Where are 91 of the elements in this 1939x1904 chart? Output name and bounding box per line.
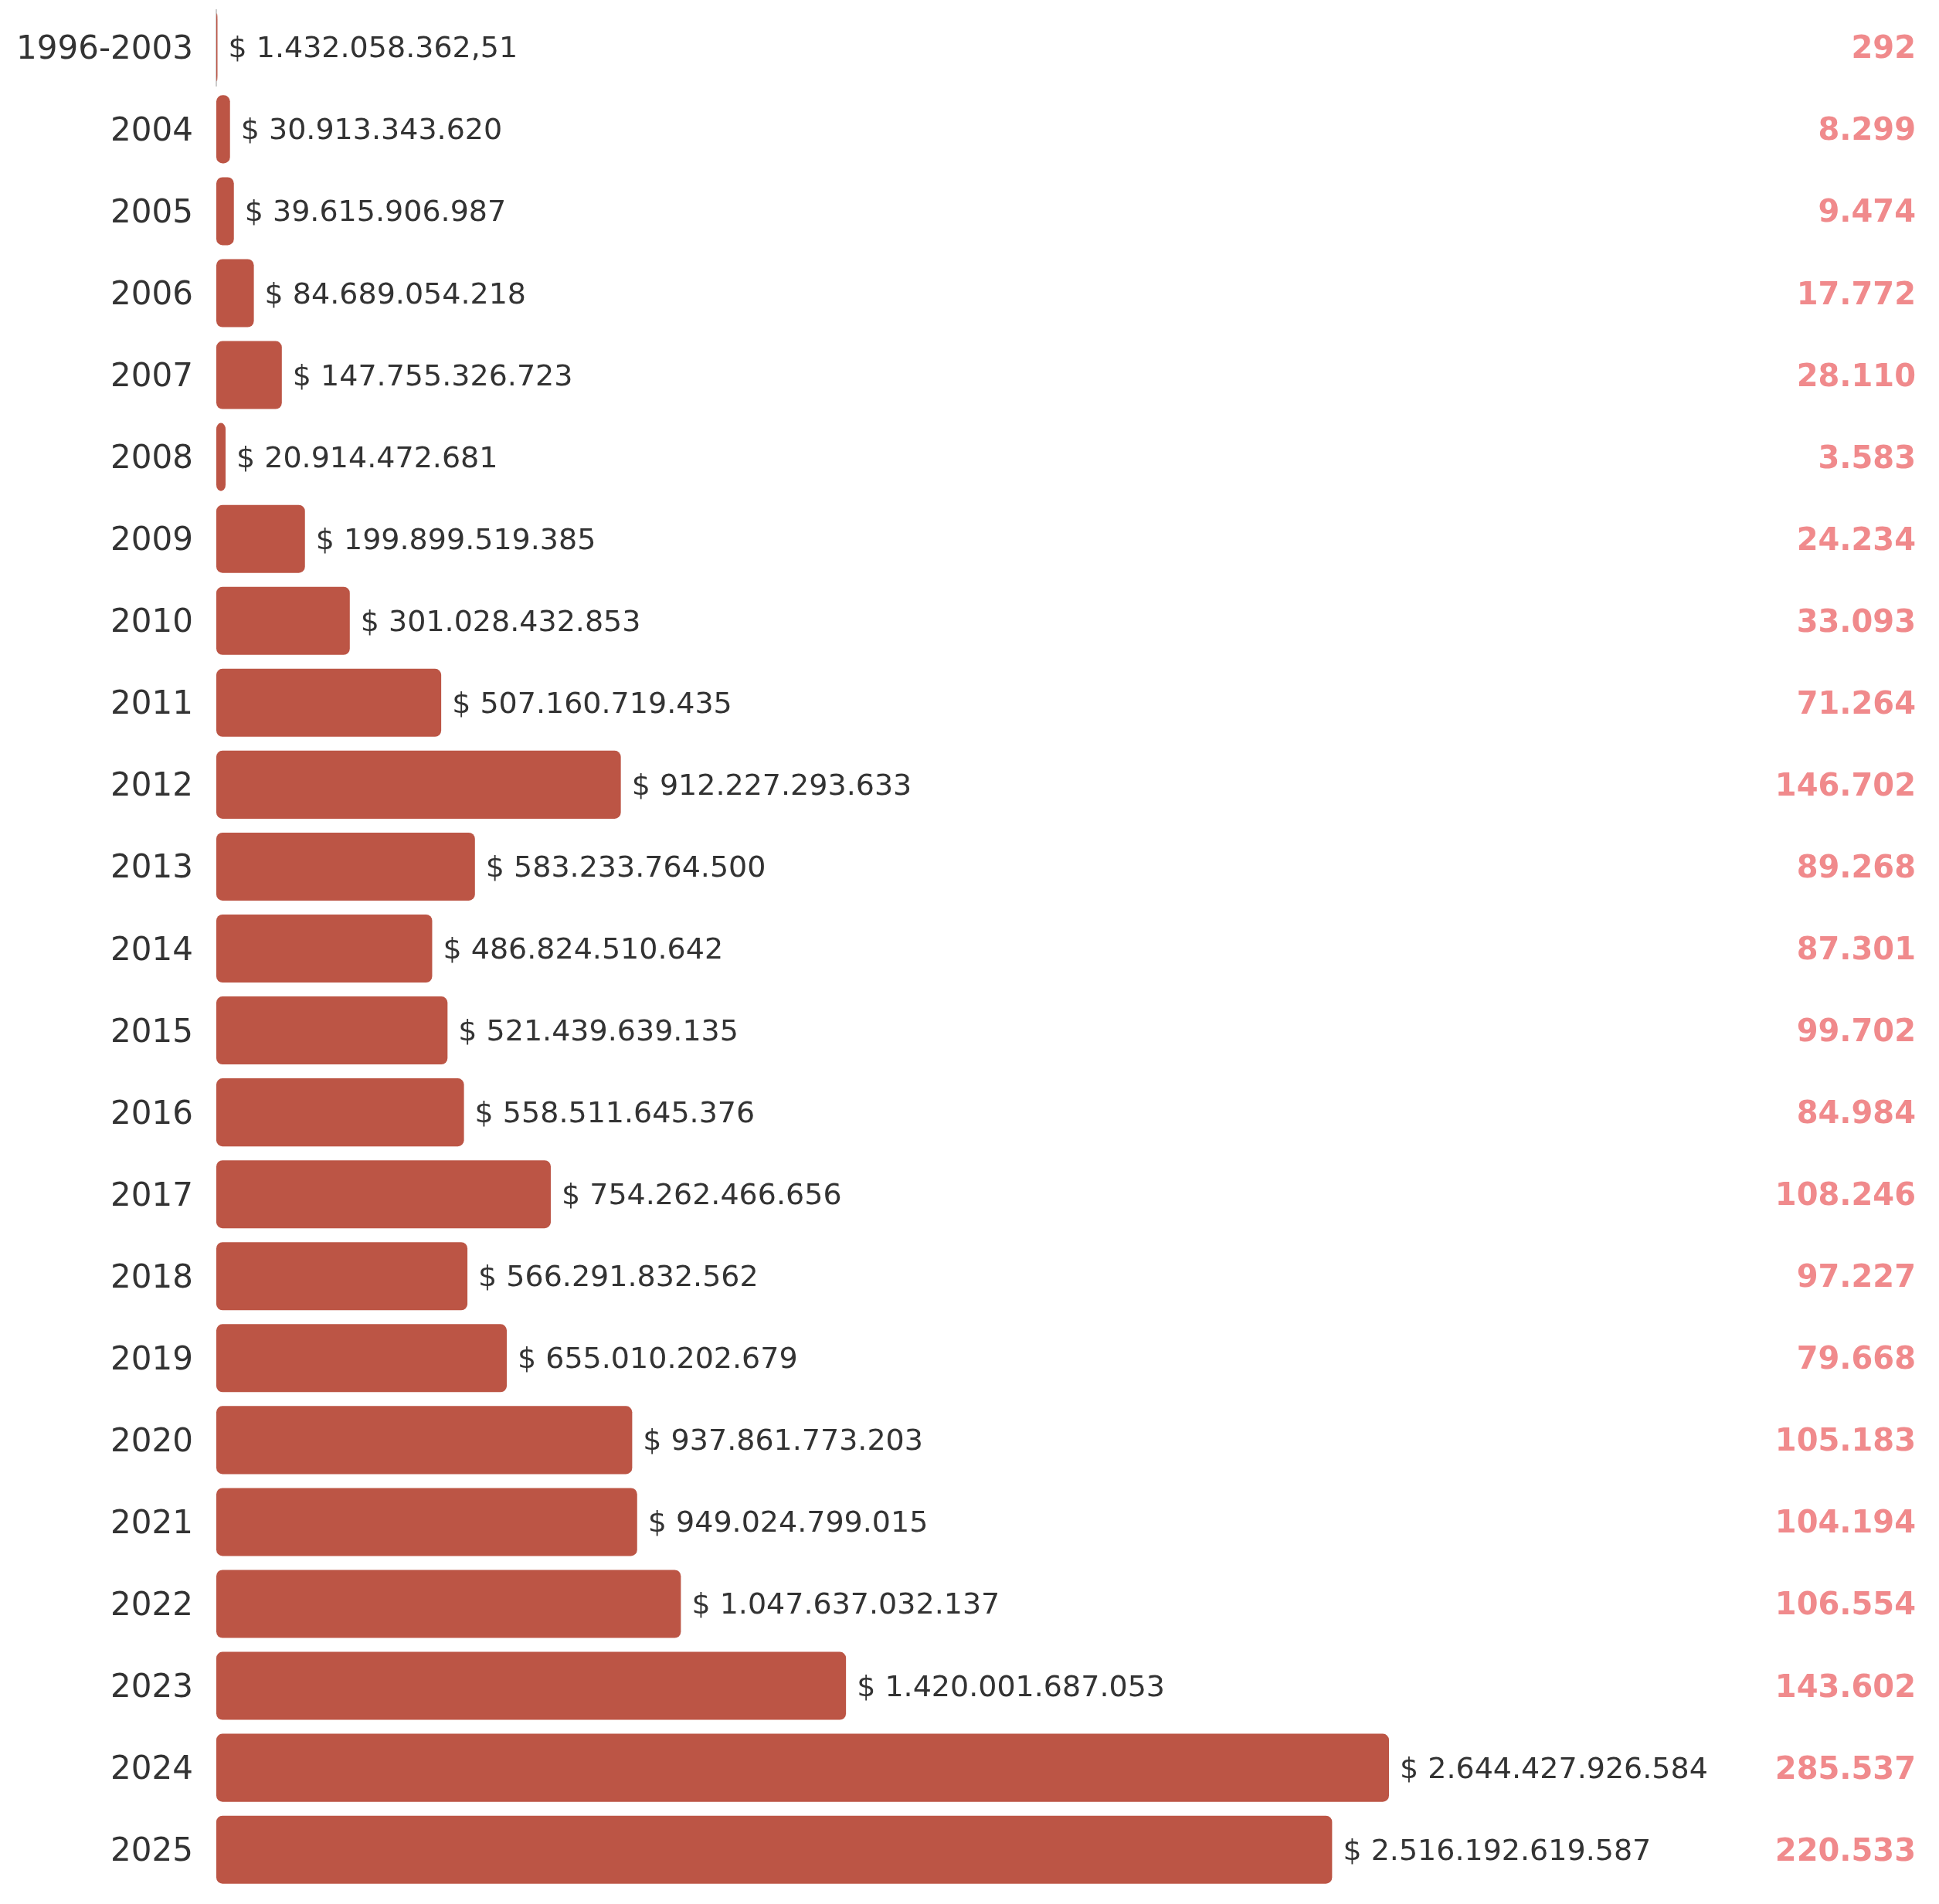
y-tick-label: 2014 [110,929,193,968]
text: 33.093 [1796,602,1916,639]
data-label: $ 558.511.645.376 [474,1095,756,1130]
bar [216,586,350,655]
data-label: $ 507.160.719.435 [452,685,732,720]
y-tick-label: 2013 [110,847,193,886]
y-tick-label: 2009 [110,520,193,558]
text: 9.474 [1818,193,1916,229]
bar [216,95,230,164]
bar [216,914,433,983]
y-tick-label: 2025 [110,1831,193,1869]
data-label: $ 20.914.472.681 [236,440,498,474]
data-label: $ 301.028.432.853 [360,603,641,638]
text: 146.702 [1774,766,1916,803]
text: 292 [1851,29,1916,66]
text: 105.183 [1774,1422,1916,1458]
bar [216,177,234,246]
text: 89.268 [1796,848,1916,884]
bar [216,1570,681,1638]
data-label: $ 521.439.639.135 [458,1013,739,1048]
y-tick-label: 2006 [110,274,193,312]
y-tick-label: 1996-2003 [16,28,193,66]
data-label: $ 2.516.192.619.587 [1343,1832,1652,1867]
bar [216,1815,1333,1884]
bar [216,423,226,491]
text: 285.537 [1774,1750,1916,1786]
data-label: $ 1.432.058.362,51 [228,30,518,65]
data-label: $ 1.420.001.687.053 [857,1668,1166,1703]
y-tick-label: 2007 [110,356,193,395]
y-tick-label: 2012 [110,765,193,804]
y-tick-label: 2021 [110,1502,193,1541]
data-label: $ 566.291.832.562 [478,1259,759,1294]
bar [216,1078,464,1147]
y-tick-label: 2020 [110,1420,193,1459]
y-tick-label: 2004 [110,110,193,148]
y-tick-label: 2010 [110,602,193,640]
data-label: $ 912.227.293.633 [631,767,912,802]
bar [216,1733,1389,1802]
y-tick-label: 2016 [110,1093,193,1132]
bar [216,996,448,1065]
text: 71.264 [1796,684,1916,721]
text: 108.246 [1774,1176,1916,1213]
bar [216,259,254,328]
text: 143.602 [1774,1668,1916,1704]
bar [216,1160,551,1229]
data-label: $ 84.689.054.218 [264,276,527,311]
text: 106.554 [1774,1586,1916,1622]
text: 220.533 [1774,1831,1916,1868]
y-tick-label: 2008 [110,438,193,477]
data-label: $ 1.047.637.032.137 [691,1587,1000,1621]
data-label: $ 199.899.519.385 [315,521,596,556]
bar [216,1406,633,1475]
y-tick-label: 2015 [110,1011,193,1050]
text: 104.194 [1774,1504,1916,1540]
bar [216,1488,637,1556]
text: 3.583 [1818,439,1916,475]
bar [216,832,475,901]
y-tick-label: 2005 [110,192,193,230]
bar [216,750,621,819]
text: 28.110 [1796,357,1916,393]
data-label: $ 583.233.764.500 [485,849,766,884]
data-label: $ 147.755.326.723 [292,358,573,392]
text: 87.301 [1796,931,1916,966]
data-label: $ 2.644.427.926.584 [1400,1750,1708,1785]
text: 97.227 [1796,1258,1916,1295]
data-label: $ 486.824.510.642 [443,932,724,966]
y-tick-label: 2023 [110,1667,193,1705]
bar [216,504,305,573]
y-tick-label: 2024 [110,1749,193,1787]
bar [216,1324,507,1393]
text: 84.984 [1796,1095,1916,1131]
text: 8.299 [1818,111,1916,148]
text: 99.702 [1796,1013,1916,1049]
y-tick-label: 2022 [110,1585,193,1623]
text: 24.234 [1796,521,1916,557]
bar [216,668,442,737]
bar [216,341,282,409]
data-label: $ 39.615.906.987 [244,194,507,229]
data-label: $ 30.913.343.620 [240,112,503,147]
data-label: $ 949.024.799.015 [647,1505,929,1539]
y-tick-label: 2011 [110,684,193,722]
data-label: $ 655.010.202.679 [518,1341,798,1376]
y-tick-label: 2019 [110,1339,193,1377]
data-label: $ 937.861.773.203 [643,1423,923,1458]
y-tick-label: 2018 [110,1257,193,1295]
bar [216,1242,468,1311]
data-label: $ 754.262.466.656 [561,1177,842,1212]
text: 79.668 [1796,1340,1916,1376]
text: 17.772 [1796,275,1916,311]
y-tick-label: 2017 [110,1175,193,1213]
bar [216,1651,847,1720]
